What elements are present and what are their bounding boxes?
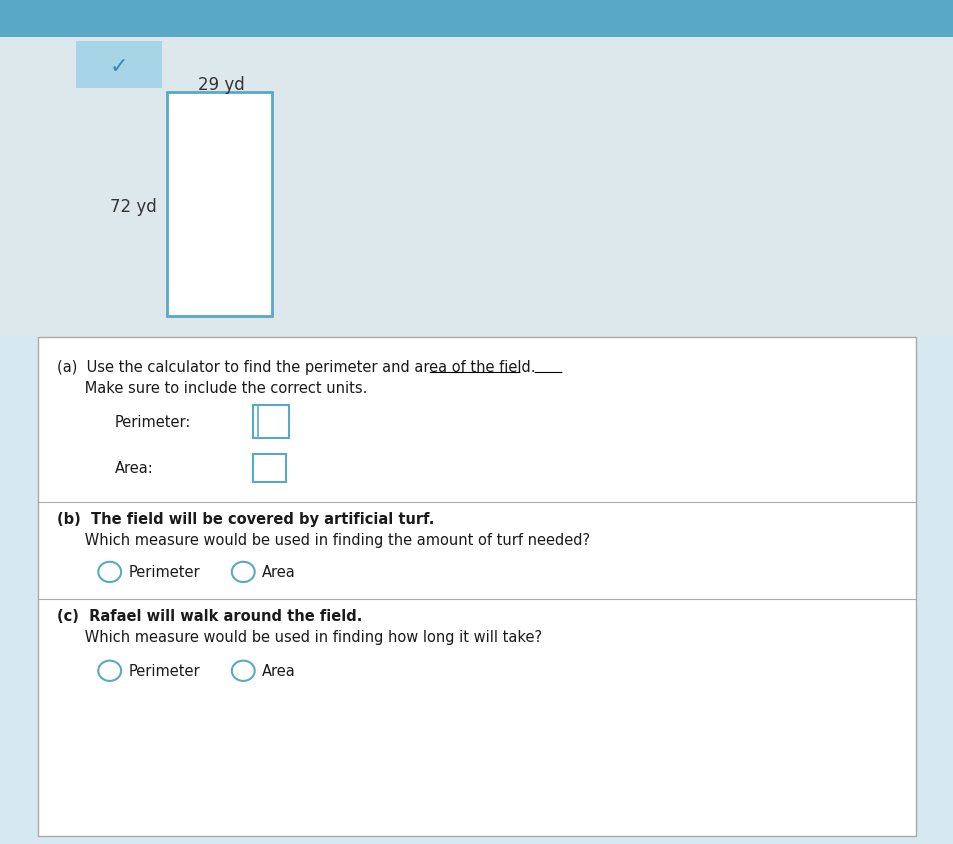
Text: 72 yd: 72 yd	[110, 197, 157, 216]
FancyBboxPatch shape	[38, 338, 915, 836]
Text: Make sure to include the correct units.: Make sure to include the correct units.	[57, 381, 367, 396]
Circle shape	[98, 661, 121, 681]
Circle shape	[232, 661, 254, 681]
Bar	[253, 455, 286, 483]
FancyBboxPatch shape	[0, 0, 953, 338]
Text: Area: Area	[262, 565, 295, 580]
Text: Which measure would be used in finding how long it will take?: Which measure would be used in finding h…	[57, 630, 542, 645]
Circle shape	[232, 562, 254, 582]
FancyBboxPatch shape	[0, 0, 953, 38]
Text: Which measure would be used in finding the amount of turf needed?: Which measure would be used in finding t…	[57, 533, 590, 548]
Text: Area:: Area:	[114, 461, 153, 476]
Bar	[167, 93, 272, 316]
Text: Perimeter: Perimeter	[129, 663, 200, 679]
FancyBboxPatch shape	[76, 42, 162, 89]
Text: Perimeter:: Perimeter:	[114, 414, 191, 430]
Text: 29 yd: 29 yd	[197, 75, 245, 94]
Text: ✓: ✓	[110, 57, 129, 77]
Text: (c)  Rafael will walk around the field.: (c) Rafael will walk around the field.	[57, 609, 362, 624]
Bar	[253, 405, 289, 439]
Text: (b)  The field will be covered by artificial turf.: (b) The field will be covered by artific…	[57, 511, 435, 527]
Text: Area: Area	[262, 663, 295, 679]
Circle shape	[98, 562, 121, 582]
Text: (a)  Use the calculator to find the perimeter and area of the field.: (a) Use the calculator to find the perim…	[57, 360, 536, 375]
Text: Perimeter: Perimeter	[129, 565, 200, 580]
